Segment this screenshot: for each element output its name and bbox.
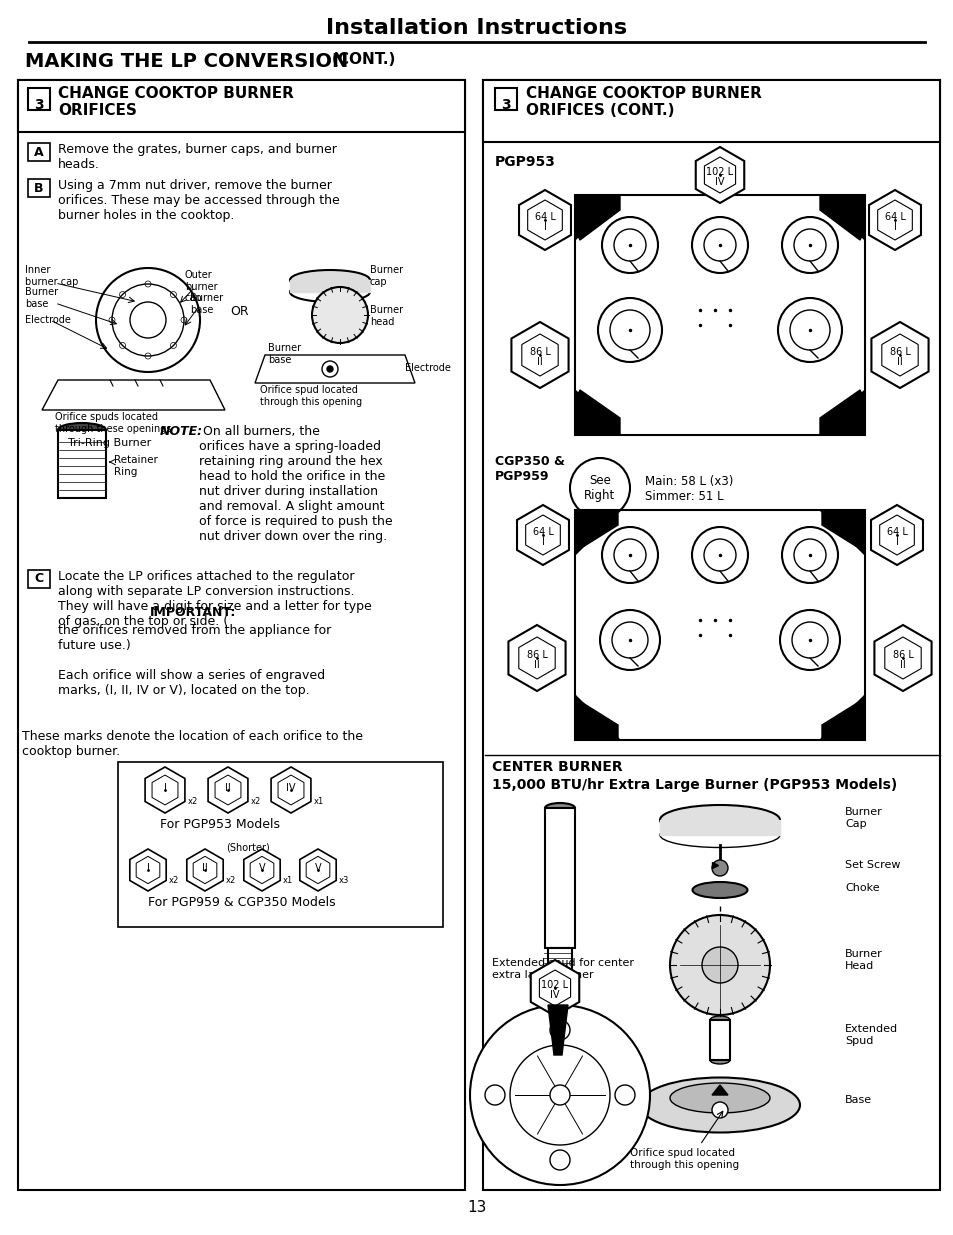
Text: Inner
burner cap: Inner burner cap <box>25 266 78 287</box>
Text: Burner
base: Burner base <box>25 287 58 309</box>
Circle shape <box>614 228 645 261</box>
Bar <box>28 571 50 588</box>
Circle shape <box>569 458 629 517</box>
Bar <box>290 280 370 291</box>
Circle shape <box>793 228 825 261</box>
Text: x1: x1 <box>283 876 293 885</box>
Circle shape <box>703 538 735 571</box>
Ellipse shape <box>709 1016 729 1024</box>
Polygon shape <box>575 510 618 550</box>
Bar <box>575 195 864 435</box>
Polygon shape <box>874 625 930 692</box>
Text: (Shorter): (Shorter) <box>226 842 270 852</box>
Text: I: I <box>541 537 544 547</box>
Text: MAKING THE LP CONVERSION: MAKING THE LP CONVERSION <box>25 52 355 70</box>
Polygon shape <box>868 190 920 249</box>
Ellipse shape <box>639 1077 800 1132</box>
Text: Locate the LP orifices attached to the regulator
along with separate LP conversi: Locate the LP orifices attached to the r… <box>58 571 372 629</box>
Text: (CONT.): (CONT.) <box>332 52 395 67</box>
Text: I: I <box>895 537 898 547</box>
Text: 3: 3 <box>500 98 510 112</box>
Ellipse shape <box>709 1056 729 1065</box>
Text: Orifice spuds located
through these openings: Orifice spuds located through these open… <box>55 412 172 433</box>
Text: Burner
Head: Burner Head <box>844 950 882 971</box>
Text: For PGP959 & CGP350 Models: For PGP959 & CGP350 Models <box>148 897 335 909</box>
Polygon shape <box>870 505 922 564</box>
Circle shape <box>601 217 658 273</box>
Text: 64 L: 64 L <box>534 212 555 222</box>
Polygon shape <box>530 960 578 1016</box>
Bar <box>495 88 517 110</box>
Circle shape <box>322 361 337 377</box>
Text: 3: 3 <box>34 98 44 112</box>
Circle shape <box>484 1086 504 1105</box>
Text: Remove the grates, burner caps, and burner
heads.: Remove the grates, burner caps, and burn… <box>58 143 336 170</box>
Circle shape <box>711 1102 727 1118</box>
Bar <box>482 80 939 1191</box>
Polygon shape <box>575 195 619 240</box>
Text: I: I <box>543 222 546 232</box>
Polygon shape <box>517 505 568 564</box>
Text: Tri-Ring Burner: Tri-Ring Burner <box>69 438 152 448</box>
Text: IV: IV <box>286 783 295 793</box>
Circle shape <box>669 915 769 1015</box>
Polygon shape <box>820 695 864 740</box>
Circle shape <box>550 1020 569 1040</box>
Polygon shape <box>821 700 864 740</box>
Polygon shape <box>575 390 619 435</box>
Text: Base: Base <box>844 1095 871 1105</box>
Text: 64 L: 64 L <box>883 212 904 222</box>
Text: 86 L: 86 L <box>892 650 912 659</box>
Circle shape <box>510 1045 609 1145</box>
Text: Orifice spud located
through this opening: Orifice spud located through this openin… <box>629 1149 739 1170</box>
Text: Burner
cap: Burner cap <box>370 266 403 287</box>
Polygon shape <box>575 390 619 435</box>
Text: I: I <box>163 783 166 793</box>
Text: OR: OR <box>230 305 249 317</box>
Text: x2: x2 <box>169 876 179 885</box>
Text: Burner
base: Burner base <box>268 343 301 364</box>
Text: Outer
burner
cap: Outer burner cap <box>185 270 217 304</box>
Text: Retainer
Ring: Retainer Ring <box>113 454 157 477</box>
Ellipse shape <box>659 805 780 835</box>
Text: x3: x3 <box>338 876 349 885</box>
Text: PGP953: PGP953 <box>495 156 556 169</box>
Polygon shape <box>820 510 864 555</box>
Text: CGP350 &
PGP959: CGP350 & PGP959 <box>495 454 564 483</box>
Text: II: II <box>225 783 231 793</box>
Text: Extended
Spud: Extended Spud <box>844 1024 897 1046</box>
Circle shape <box>691 527 747 583</box>
Text: Electrode: Electrode <box>25 315 71 325</box>
Text: 64 L: 64 L <box>885 527 906 537</box>
Text: A: A <box>34 146 44 158</box>
Polygon shape <box>575 195 619 240</box>
Polygon shape <box>508 625 565 692</box>
Text: II: II <box>537 357 542 367</box>
Text: x2: x2 <box>226 876 236 885</box>
Text: See
Right: See Right <box>584 474 615 501</box>
Bar <box>709 1020 729 1060</box>
Circle shape <box>599 610 659 671</box>
Text: V: V <box>258 863 265 873</box>
Polygon shape <box>547 1005 567 1055</box>
Text: IMPORTANT:: IMPORTANT: <box>150 606 236 619</box>
Circle shape <box>789 310 829 350</box>
Bar <box>58 430 106 498</box>
Circle shape <box>550 1086 569 1105</box>
Text: x2: x2 <box>188 797 198 806</box>
Circle shape <box>327 366 333 372</box>
Polygon shape <box>820 195 864 240</box>
Bar <box>547 948 572 983</box>
Text: I: I <box>147 863 150 873</box>
Text: Choke: Choke <box>844 883 879 893</box>
Text: Orifice spud located
through this opening: Orifice spud located through this openin… <box>260 385 362 406</box>
Circle shape <box>711 860 727 876</box>
Circle shape <box>781 217 837 273</box>
Text: IV: IV <box>550 990 559 1000</box>
Text: C: C <box>34 573 44 585</box>
Text: 15,000 BTU/hr Extra Large Burner (PGP953 Models): 15,000 BTU/hr Extra Large Burner (PGP953… <box>492 778 897 792</box>
Text: V: V <box>314 863 321 873</box>
Text: Main: 58 L (x3)
Simmer: 51 L: Main: 58 L (x3) Simmer: 51 L <box>644 475 733 503</box>
Text: 102 L: 102 L <box>706 167 733 177</box>
Text: II: II <box>900 659 905 671</box>
